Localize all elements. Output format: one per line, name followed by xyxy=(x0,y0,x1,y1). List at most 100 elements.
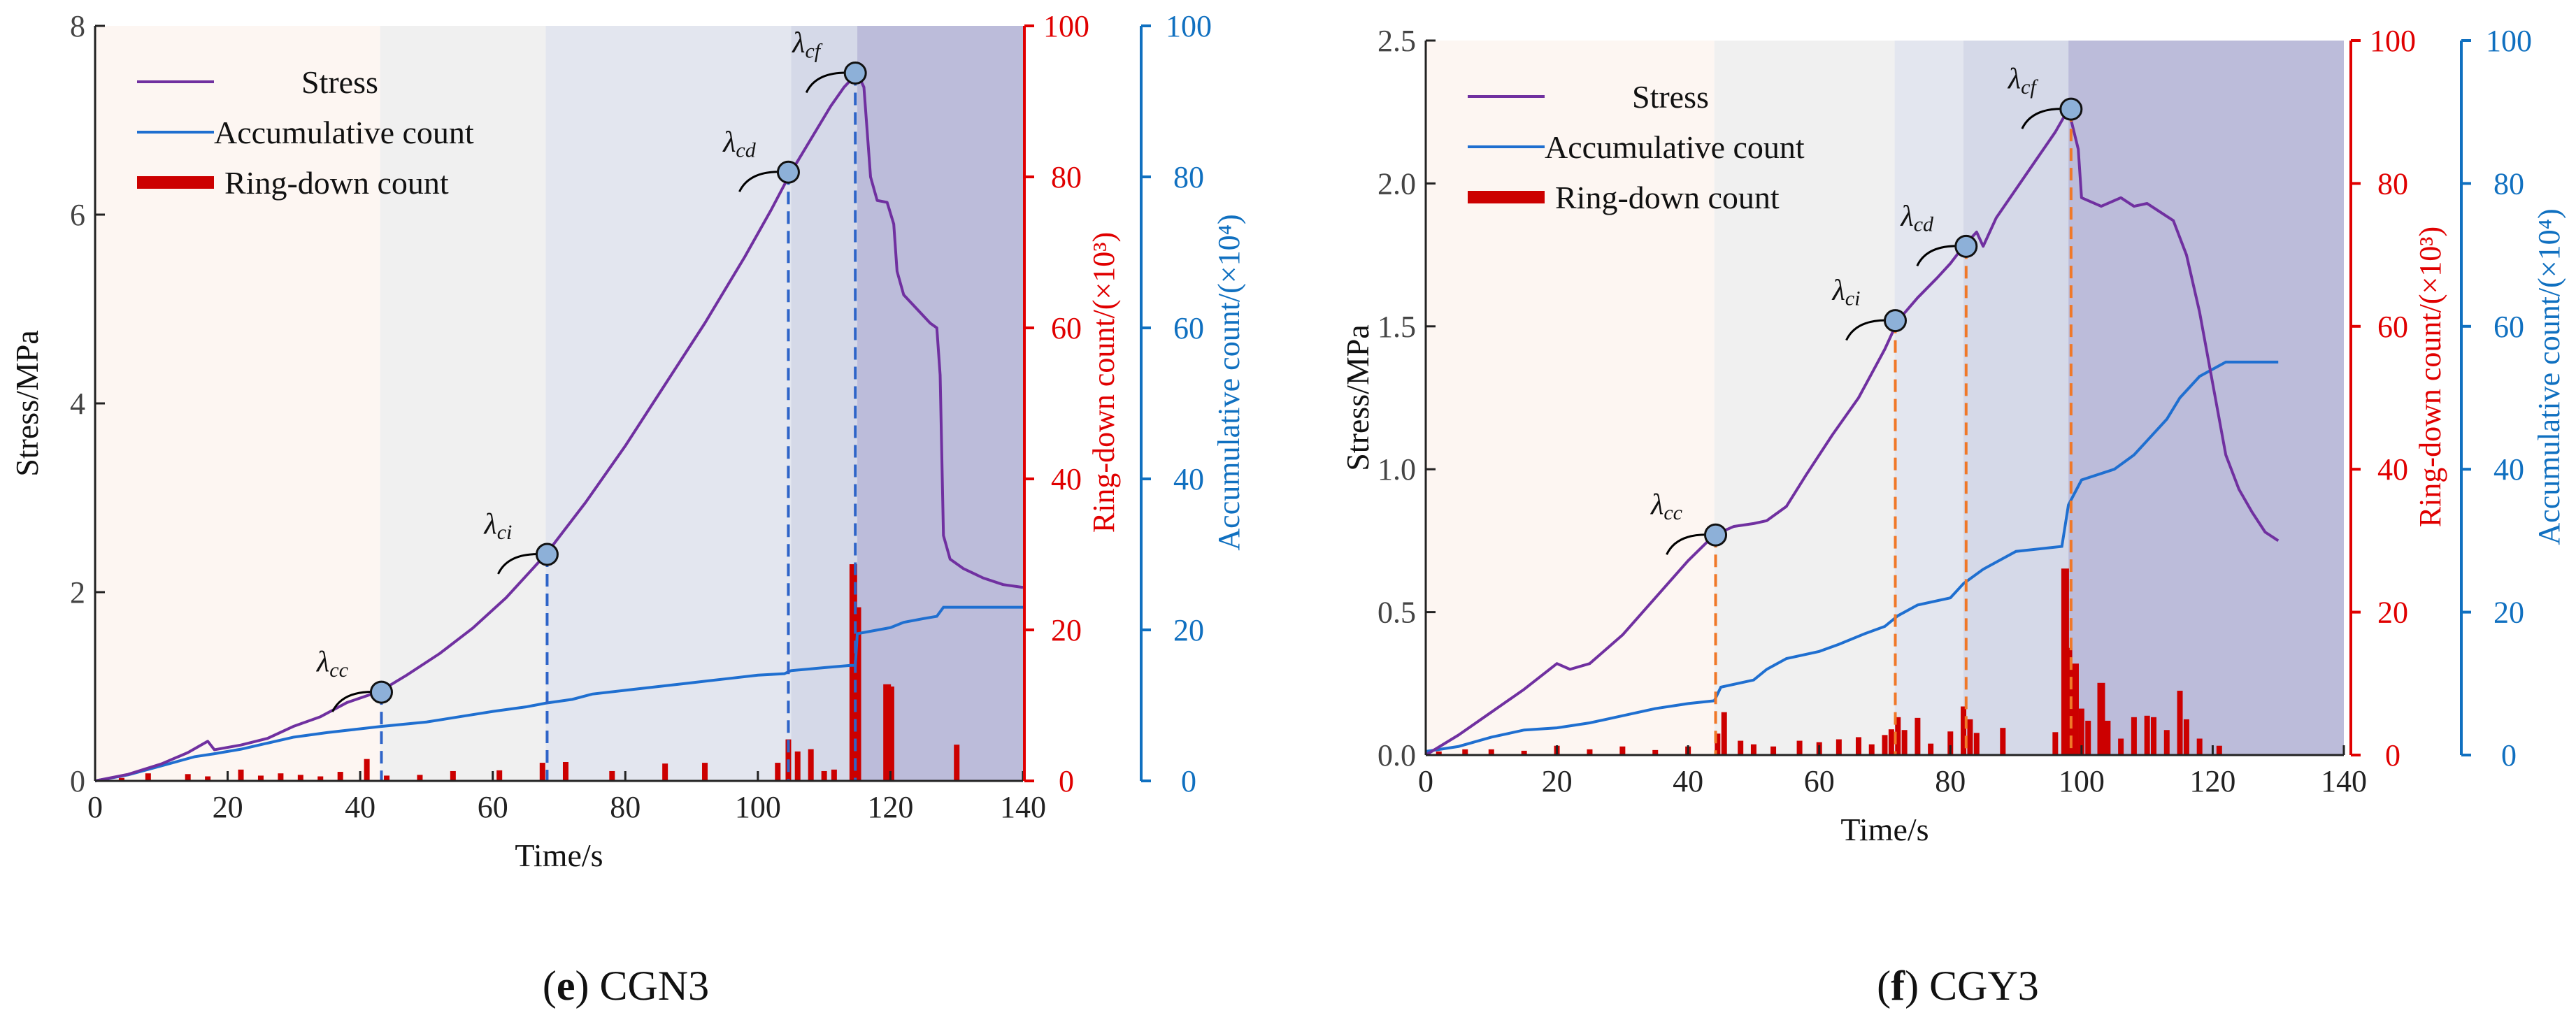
ringdown-tick-label: 80 xyxy=(1051,160,1082,194)
figure-caption: (e) CGN3 xyxy=(543,963,709,1009)
point-label-subscript: ci xyxy=(1845,287,1861,310)
ringdown-axis-title: Ring-down count/(×10³) xyxy=(2413,227,2447,527)
y-axis-title: Stress/MPa xyxy=(9,330,45,477)
legend-label: Ring-down count xyxy=(1555,180,1780,215)
stress-line xyxy=(94,71,1024,782)
ringdown-bar xyxy=(1947,731,1954,755)
ringdown-bar xyxy=(417,775,423,781)
ringdown-bar xyxy=(278,773,284,781)
ringdown-tick-label: 80 xyxy=(2377,166,2408,201)
ringdown-bar xyxy=(2216,745,2222,755)
x-tick-label: 60 xyxy=(478,790,508,824)
ringdown-bar xyxy=(1967,719,1973,755)
accumulative-tick-label: 40 xyxy=(2493,452,2524,487)
point-marker xyxy=(369,680,393,704)
ringdown-bar xyxy=(775,763,781,781)
x-tick-label: 40 xyxy=(1673,764,1703,798)
point-label-symbol: λ xyxy=(483,508,497,540)
ringdown-bar xyxy=(364,759,370,781)
ringdown-bar xyxy=(185,774,191,781)
accumulative-tick-label: 0 xyxy=(1181,764,1196,798)
x-tick-label: 140 xyxy=(1000,790,1046,824)
point-label-subscript: cd xyxy=(736,138,756,161)
x-tick-label: 120 xyxy=(867,790,913,824)
ringdown-bars xyxy=(118,564,960,781)
ringdown-bar xyxy=(2078,708,2084,755)
stage-bands xyxy=(1426,41,2344,755)
x-tick-label: 60 xyxy=(1804,764,1835,798)
ringdown-bar xyxy=(2196,738,2203,755)
ringdown-bar xyxy=(1715,733,1721,755)
ringdown-tick-label: 60 xyxy=(2377,310,2408,344)
ringdown-bar xyxy=(1619,746,1626,755)
ringdown-bar xyxy=(1888,729,1894,755)
ringdown-bar xyxy=(2052,732,2059,755)
point-label-subscript: cc xyxy=(1663,501,1682,524)
x-tick-label: 120 xyxy=(2189,764,2235,798)
point-label-symbol: λ xyxy=(791,27,805,59)
ringdown-bar xyxy=(539,763,545,781)
accumulative-tick-label: 60 xyxy=(1173,311,1204,345)
accumulative-tick-label: 20 xyxy=(1173,613,1204,647)
point-marker xyxy=(1954,234,1978,258)
caption-close-paren: ) xyxy=(575,963,599,1009)
caption-close-paren: ) xyxy=(1905,963,1929,1009)
ringdown-tick-label: 0 xyxy=(2385,738,2400,773)
caption-sample: CGY3 xyxy=(1929,963,2039,1009)
stage-bands xyxy=(95,26,1023,781)
point-label-symbol: λ xyxy=(722,126,736,158)
ringdown-bar xyxy=(702,763,708,781)
x-tick-label: 140 xyxy=(2321,764,2367,798)
y-tick-label: 2.5 xyxy=(1378,24,1416,58)
x-tick-label: 100 xyxy=(735,790,781,824)
ringdown-bar xyxy=(2118,738,2124,755)
ringdown-bar xyxy=(297,775,303,781)
ringdown-bar xyxy=(562,762,568,781)
y-tick-label: 6 xyxy=(70,198,85,232)
y-tick-label: 0 xyxy=(70,764,85,798)
ringdown-bar xyxy=(1836,739,1842,755)
ringdown-bar xyxy=(808,749,814,781)
legend-swatch-ringdown xyxy=(137,176,214,189)
ringdown-bar xyxy=(2105,720,2111,755)
ringdown-bar xyxy=(849,564,857,781)
ringdown-bar xyxy=(2151,717,2157,755)
point-label-subscript: cd xyxy=(1914,213,1934,236)
caption-letter: f xyxy=(1891,963,1905,1009)
ringdown-tick-label: 0 xyxy=(1059,764,1074,798)
y-axis-title: Stress/MPa xyxy=(1340,324,1375,471)
x-tick-label: 80 xyxy=(610,790,641,824)
ringdown-bar xyxy=(1652,749,1659,755)
stage-band xyxy=(1894,41,1964,755)
ringdown-bar xyxy=(662,763,668,781)
ringdown-bar xyxy=(496,770,503,781)
ringdown-bar xyxy=(1521,750,1527,755)
y-tick-label: 8 xyxy=(70,9,85,43)
ringdown-bar xyxy=(2183,719,2189,755)
legend: Stress Accumulative count Ring-down count xyxy=(1468,79,1805,215)
accumulative-tick-label: 80 xyxy=(1173,160,1204,194)
ringdown-bar xyxy=(1928,743,1934,755)
ringdown-bar xyxy=(1488,749,1494,755)
ringdown-bar xyxy=(1895,717,1901,755)
y-tick-label: 0.5 xyxy=(1378,596,1416,630)
point-marker xyxy=(776,160,800,184)
x-axis-title: Time/s xyxy=(515,838,603,873)
stage-band xyxy=(545,26,792,781)
legend-label: Ring-down count xyxy=(224,165,449,201)
ringdown-tick-label: 20 xyxy=(1051,613,1082,647)
point-marker xyxy=(843,62,867,85)
stage-band xyxy=(380,26,546,781)
y-tick-label: 0.0 xyxy=(1378,738,1416,773)
stage-band xyxy=(1426,41,1715,755)
caption-letter: e xyxy=(557,963,575,1009)
ringdown-bar xyxy=(1436,751,1442,755)
ringdown-tick-label: 40 xyxy=(2377,452,2408,487)
x-tick-label: 0 xyxy=(87,790,103,824)
ringdown-tick-label: 40 xyxy=(1051,462,1082,496)
